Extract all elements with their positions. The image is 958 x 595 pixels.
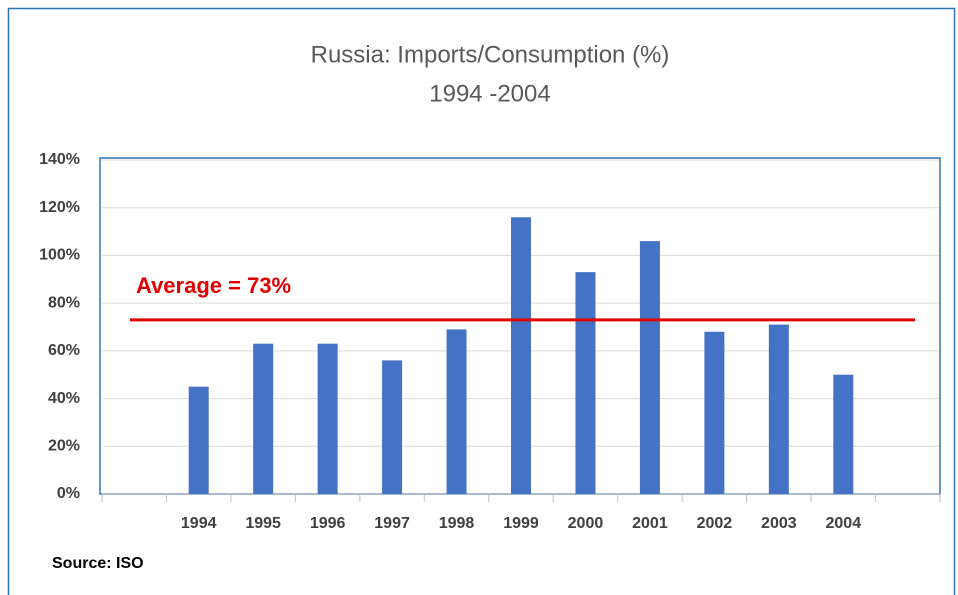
y-tick-label: 140% [39,151,80,168]
bar [639,241,660,494]
bar [253,343,274,494]
y-tick-label: 40% [48,390,80,407]
bar [704,331,725,494]
plot-area: 0% 20% 40% 60% 80% 100% 120% 140% 1994 1995 1996 19… [39,151,941,532]
x-tick-label: 2002 [697,515,733,532]
x-tick-label: 1998 [439,515,475,532]
x-tick-label: 1995 [245,515,281,532]
bar [575,272,596,494]
bar [446,329,467,494]
y-tick-label: 120% [39,199,80,216]
bar [768,324,789,494]
x-tick-label: 1996 [310,515,346,532]
average-label: Average = 73% [136,273,291,298]
bar [382,360,403,494]
x-tick-label: 2004 [826,515,862,532]
bar [317,343,338,494]
x-tick-label: 1997 [374,515,410,532]
y-tick-label: 20% [48,438,80,455]
x-tick-label: 2003 [761,515,797,532]
bar [833,374,854,494]
x-tick-label: 2000 [568,515,604,532]
y-tick-label: 80% [48,294,80,311]
source-note: Source: ISO [52,555,144,572]
bar [188,386,209,494]
x-tick-label: 2001 [632,515,668,532]
y-tick-label: 100% [39,247,80,264]
x-tick-label: 1999 [503,515,539,532]
bar [511,217,531,494]
y-tick-label: 0% [57,485,80,502]
x-tick-label: 1994 [181,515,217,532]
chart-title: Russia: Imports/Consumption (%) [311,41,670,68]
chart-subtitle: 1994 -2004 [429,80,550,107]
y-tick-label: 60% [48,342,80,359]
